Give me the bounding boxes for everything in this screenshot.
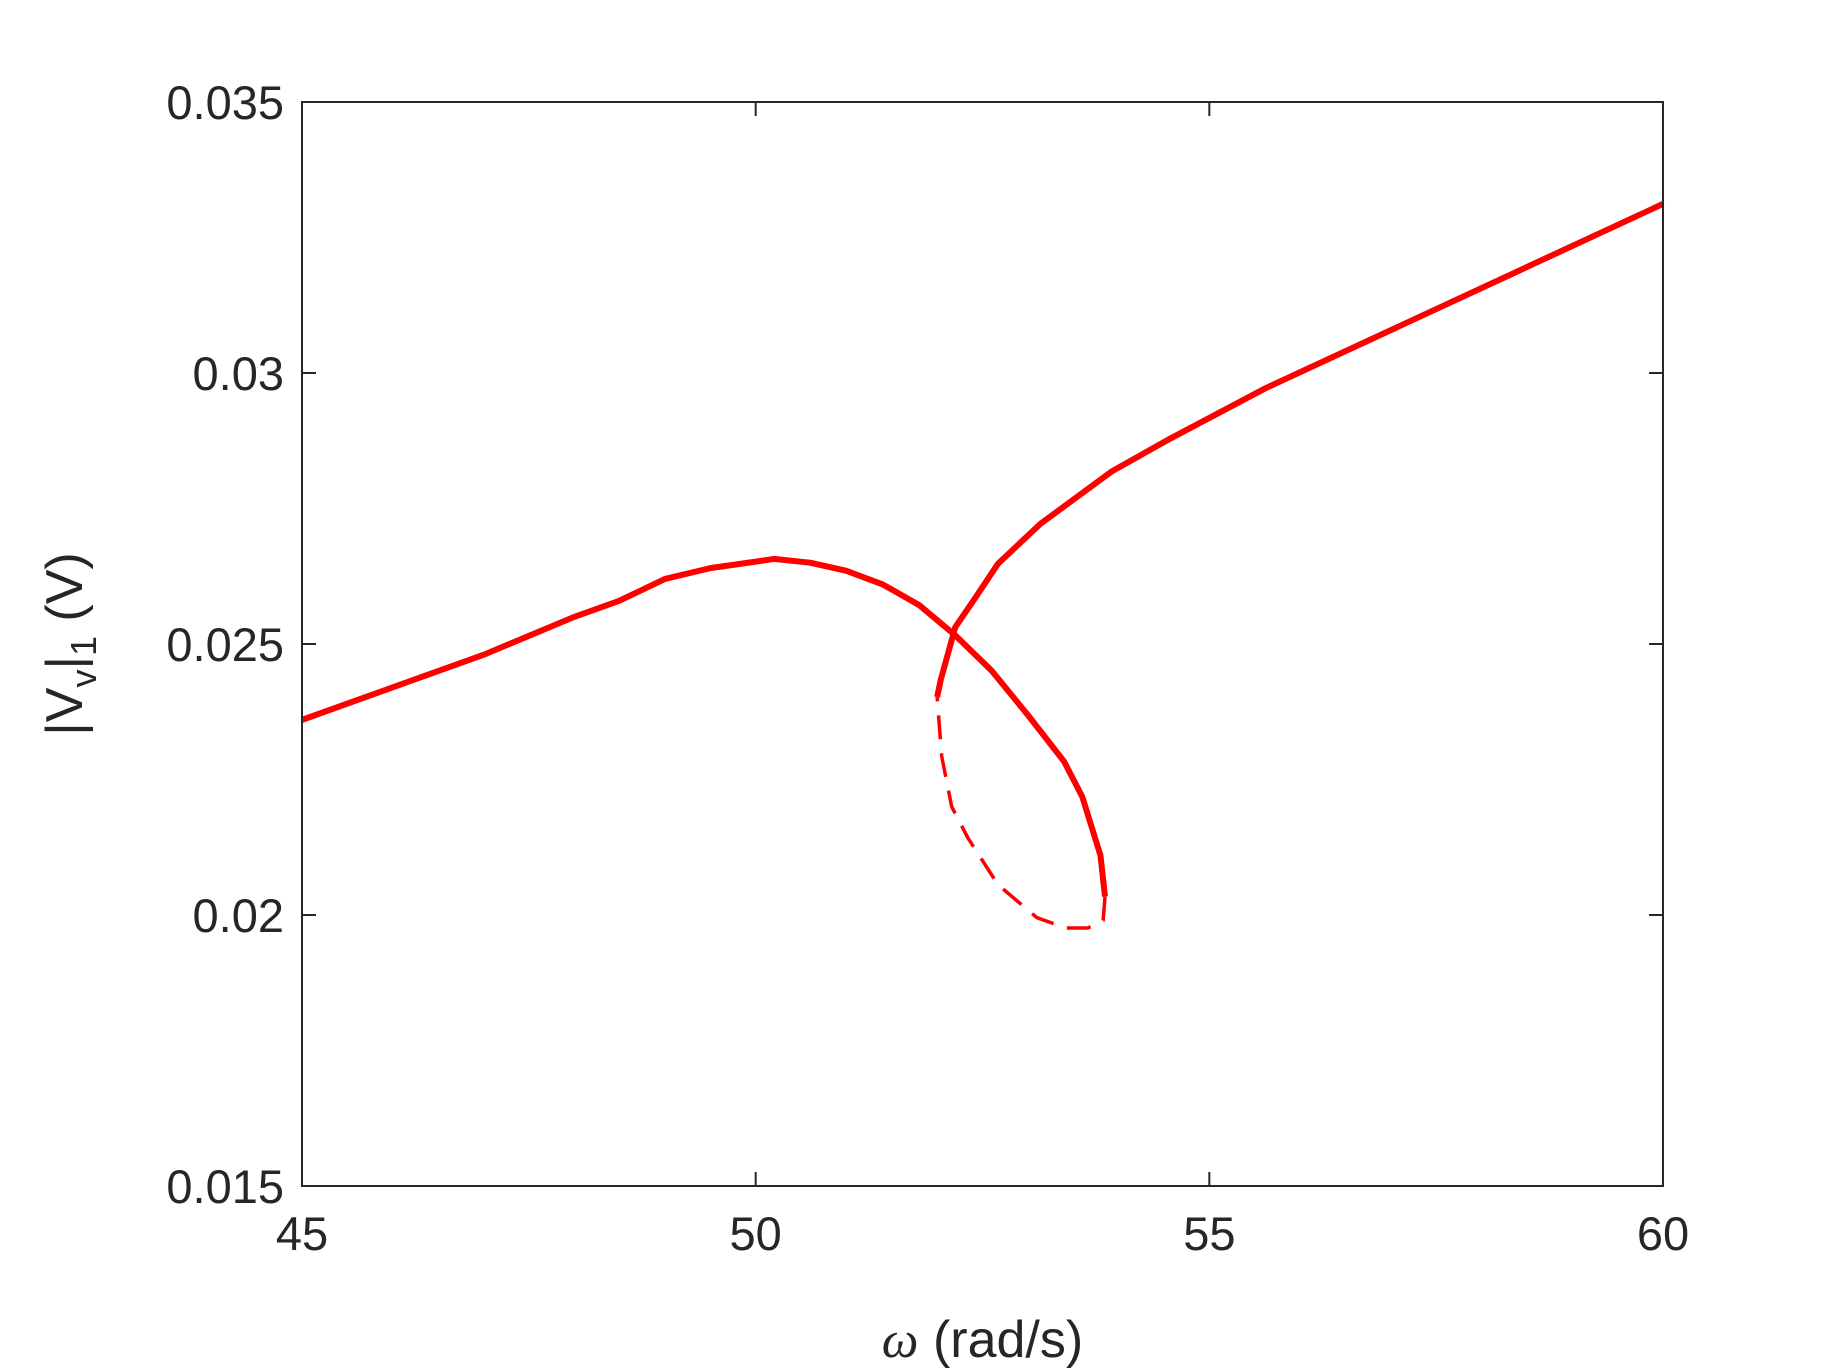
series-line xyxy=(300,555,1108,897)
y-axis-label-part: (V) xyxy=(36,552,94,636)
y-tick-label: 0.02 xyxy=(193,889,284,942)
y-tick-label: 0.015 xyxy=(166,1160,284,1213)
y-axis-label-part: | xyxy=(36,656,94,670)
series-line xyxy=(934,201,1665,698)
y-axis-label: |Vv|1 (V) xyxy=(36,552,104,736)
y-tick-label: 0.025 xyxy=(166,618,284,671)
y-axis-label-part: 1 xyxy=(63,636,104,656)
series-line xyxy=(935,696,1107,930)
x-axis-label-part: (rad/s) xyxy=(919,1311,1084,1369)
x-tick-label: 45 xyxy=(276,1207,328,1260)
x-tick-label: 50 xyxy=(730,1207,782,1260)
y-axis-label-part: |V xyxy=(36,687,94,736)
x-tick-label: 55 xyxy=(1183,1207,1235,1260)
y-tick-label: 0.035 xyxy=(166,76,284,129)
y-tick-label: 0.03 xyxy=(193,347,284,400)
y-axis-label-part: v xyxy=(63,670,104,688)
x-tick-label: 60 xyxy=(1637,1207,1689,1260)
x-axis-label: ω (rad/s) xyxy=(882,1311,1083,1369)
x-axis-label-part: ω xyxy=(882,1312,919,1369)
